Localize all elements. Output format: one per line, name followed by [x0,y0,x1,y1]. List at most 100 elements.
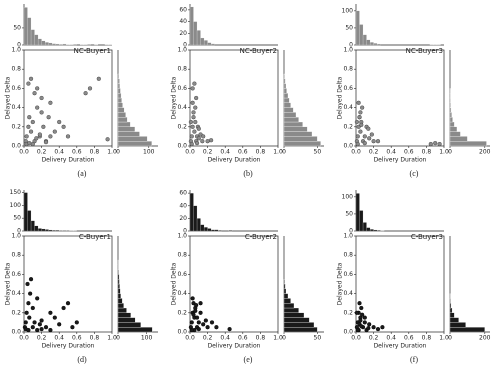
hist-bar [56,44,60,45]
hist-bar [284,132,312,137]
hist-bar [229,230,233,231]
hist-bar [450,117,453,122]
hist-bar [450,313,454,318]
x-tick-label: 0.8 [256,149,266,156]
hist-bar [450,127,457,132]
point [367,136,371,140]
x-tick-label: 0.0 [185,335,195,342]
point [40,327,44,331]
hist-bar [284,279,285,284]
hist-bar [118,270,119,275]
hist-bar [450,327,485,332]
hist-tick-label: 0 [282,149,286,156]
point [356,328,360,332]
point [190,328,194,332]
hist-bar [45,229,49,231]
hist-bar [118,294,121,299]
hist-tick-label: 0 [17,42,21,49]
hist-bar [118,127,135,132]
plot-frame [356,50,444,146]
hist-bar [118,88,120,93]
y-tick-label: 0.6 [11,85,21,92]
x-axis-label: Delivery Duration [374,343,427,350]
x-tick-label: 0.8 [422,335,432,342]
point [88,87,92,91]
point [193,130,197,134]
hist-bar [450,103,451,108]
point [40,96,44,100]
point [53,130,57,134]
y-tick-label: 0.4 [343,290,353,297]
hist-bar [28,18,32,45]
hist-tick-label: 100 [342,7,354,14]
point [359,130,363,134]
point [66,135,70,139]
point [27,82,31,86]
y-tick-label: 0.8 [11,252,21,259]
point [376,139,380,143]
x-tick-label: 0.0 [351,149,361,156]
point [193,120,197,124]
point [191,101,195,105]
hist-bar [194,206,198,231]
point [191,87,195,91]
hist-tick-label: 0 [448,149,452,156]
point [191,297,195,301]
y-axis-label: Delayed Delta [171,76,178,119]
hist-bar [360,211,364,232]
point [62,306,66,310]
hist-bar [118,327,152,332]
hist-bar [118,303,124,308]
x-axis-label: Delivery Duration [374,157,427,164]
point [53,316,57,320]
point [370,133,374,137]
hist-bar [284,93,288,98]
hist-bar [284,74,285,79]
point [438,142,442,146]
hist-bar [59,44,63,45]
panel-title: C-Buyer2 [245,233,277,241]
panel-caption: (e) [244,355,253,364]
hist-bar [204,227,208,231]
y-axis-label: Delayed Delta [5,262,12,305]
hist-bar [118,298,122,303]
point [49,101,53,105]
y-axis-label: Delayed Delta [171,262,178,305]
y-tick-label: 0.0 [177,143,187,150]
hist-bar [450,108,451,113]
hist-bar [450,298,451,303]
hist-tick-label: 0 [349,42,353,49]
hist-bar [450,141,487,146]
point [355,311,359,315]
y-tick-label: 0.2 [177,309,187,316]
point [357,101,361,105]
hist-bar [118,289,120,294]
hist-tick-label: 100 [10,202,22,209]
point [429,142,433,146]
x-tick-label: 0.8 [422,149,432,156]
point [363,321,367,325]
hist-bar [204,40,208,45]
point [200,139,204,143]
hist-bar [35,35,39,45]
hist-bar [42,229,46,231]
hist-bar [284,318,309,323]
point [376,327,380,331]
point [35,106,39,110]
point [27,141,31,145]
hist-bar [356,11,360,45]
panel-title: NC-Buyer3 [406,47,443,55]
hist-bar [284,136,317,141]
x-tick-label: 0.4 [386,335,396,342]
hist-bar [118,93,121,98]
hist-bar [284,141,321,146]
hist-bar [118,318,135,323]
y-tick-label: 0.8 [343,66,353,73]
y-tick-label: 0.2 [11,309,21,316]
hist-tick-label: 0 [183,42,187,49]
panel-caption: (f) [410,355,418,364]
hist-bar [118,136,147,141]
hist-bar [450,303,451,308]
hist-bar [356,193,360,231]
hist-tick-label: 0 [282,335,286,342]
